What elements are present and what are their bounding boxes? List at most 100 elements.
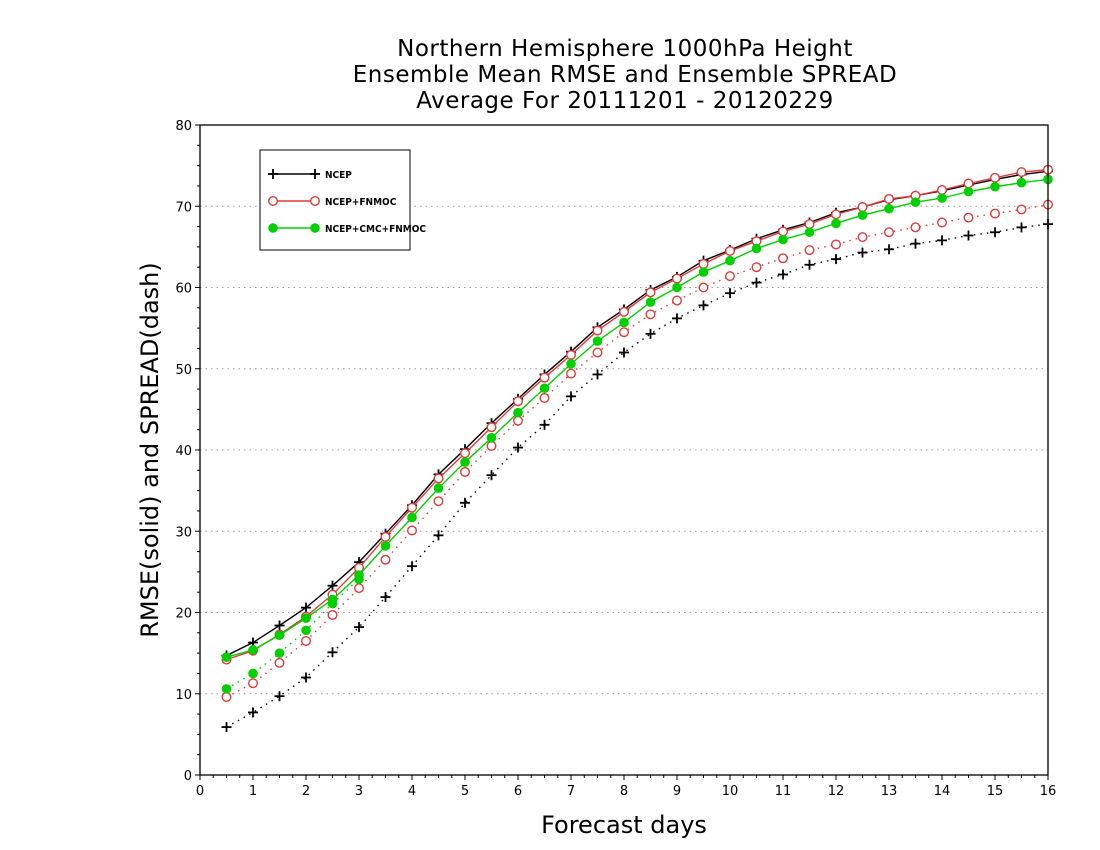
data-point-spread [857,232,868,243]
data-point-legend [310,169,320,179]
legend-box [259,149,411,251]
data-point-spread [539,419,550,430]
data-point-spread [380,592,391,603]
data-point-rmse [619,317,629,328]
data-point-rmse [592,325,603,336]
data-point-rmse [301,602,311,613]
data-point-spread [460,497,470,508]
data-point-spread [221,684,232,694]
data-point-rmse [221,652,232,662]
x-tick-label: 3 [355,784,363,799]
rmse-line [226,178,1049,658]
legend-item: NCEP+CMC+FNMOC [268,223,426,235]
y-tick-label: 70 [175,200,192,215]
data-point-spread [1016,222,1027,233]
data-point-rmse [990,181,1000,192]
x-tick-label: 10 [722,784,739,799]
data-point-rmse [407,502,418,513]
data-point-rmse [804,219,815,230]
data-point-rmse [486,433,497,443]
data-point-rmse [645,297,656,307]
data-point-spread [592,347,603,358]
grid [200,205,1048,695]
y-tick-label: 50 [175,363,192,378]
y-tick-label: 20 [175,607,192,622]
series-rmse [221,164,1053,665]
data-point-rmse [486,422,497,433]
data-point-rmse [910,197,921,207]
data-point-spread [380,554,391,565]
data-point-spread [751,277,762,288]
data-point-rmse [778,234,788,245]
data-point-spread [645,328,656,339]
data-point-rmse [566,359,576,369]
legend-label: NCEP [325,170,352,181]
data-point-rmse [380,531,391,542]
x-tick-label: 5 [461,784,469,799]
x-tick-label: 9 [673,784,681,799]
data-point-spread [804,245,815,256]
data-point-spread [301,635,312,646]
data-point-rmse [831,218,841,229]
x-tick-label: 11 [775,784,792,799]
legend-label: NCEP+CMC+FNMOC [325,224,426,235]
data-point-rmse [963,178,974,189]
data-point-legend [268,195,279,206]
data-point-rmse [884,193,895,204]
data-point-spread [274,648,285,658]
x-tick-label: 7 [567,784,575,799]
data-point-spread [831,239,842,250]
data-point-spread [725,271,736,282]
y-tick-label: 60 [175,282,192,297]
data-point-legend [310,195,321,206]
x-tick-label: 16 [1040,784,1057,799]
data-point-rmse [460,448,471,459]
data-point-rmse [274,630,285,641]
x-axis-label: Forecast days [541,811,707,839]
data-point-spread [327,647,338,658]
data-point-rmse [354,570,364,580]
data-point-spread [778,269,788,280]
series-rmse [221,174,1053,662]
data-point-spread [1016,204,1027,215]
data-point-spread [937,217,948,228]
data-point-spread [884,227,895,238]
spread-line [226,203,1049,698]
data-point-rmse [566,349,577,360]
data-point-spread [698,300,709,311]
data-point-spread [751,262,762,273]
spread-line [226,578,360,690]
data-point-spread [645,309,656,320]
data-point-legend [310,223,320,233]
data-point-rmse [460,457,470,467]
data-point-spread [831,254,841,265]
data-point-rmse [645,287,656,298]
data-point-spread [910,222,921,233]
data-point-spread [460,466,471,477]
data-point-spread [407,525,418,536]
data-point-rmse [513,396,524,407]
data-point-rmse [1016,177,1027,188]
data-point-spread [247,678,258,689]
data-point-rmse [884,203,894,214]
data-point-spread [910,238,921,249]
data-point-spread [725,288,735,299]
data-point-spread [963,212,974,223]
data-point-spread [857,247,868,258]
data-point-rmse [751,243,762,254]
data-point-spread [672,313,682,324]
data-point-rmse [433,483,444,493]
data-point-spread [884,244,894,255]
x-tick-label: 4 [408,784,416,799]
data-point-rmse [539,383,550,394]
data-point-spread [433,530,444,541]
data-point-spread [354,583,365,594]
x-tick-label: 6 [514,784,522,799]
data-point-rmse [327,594,338,605]
data-point-spread [221,692,232,703]
data-point-spread [221,722,232,733]
series-layer [221,164,1053,733]
y-axis-label: RMSE(solid) and SPREAD(dash) [136,262,164,638]
